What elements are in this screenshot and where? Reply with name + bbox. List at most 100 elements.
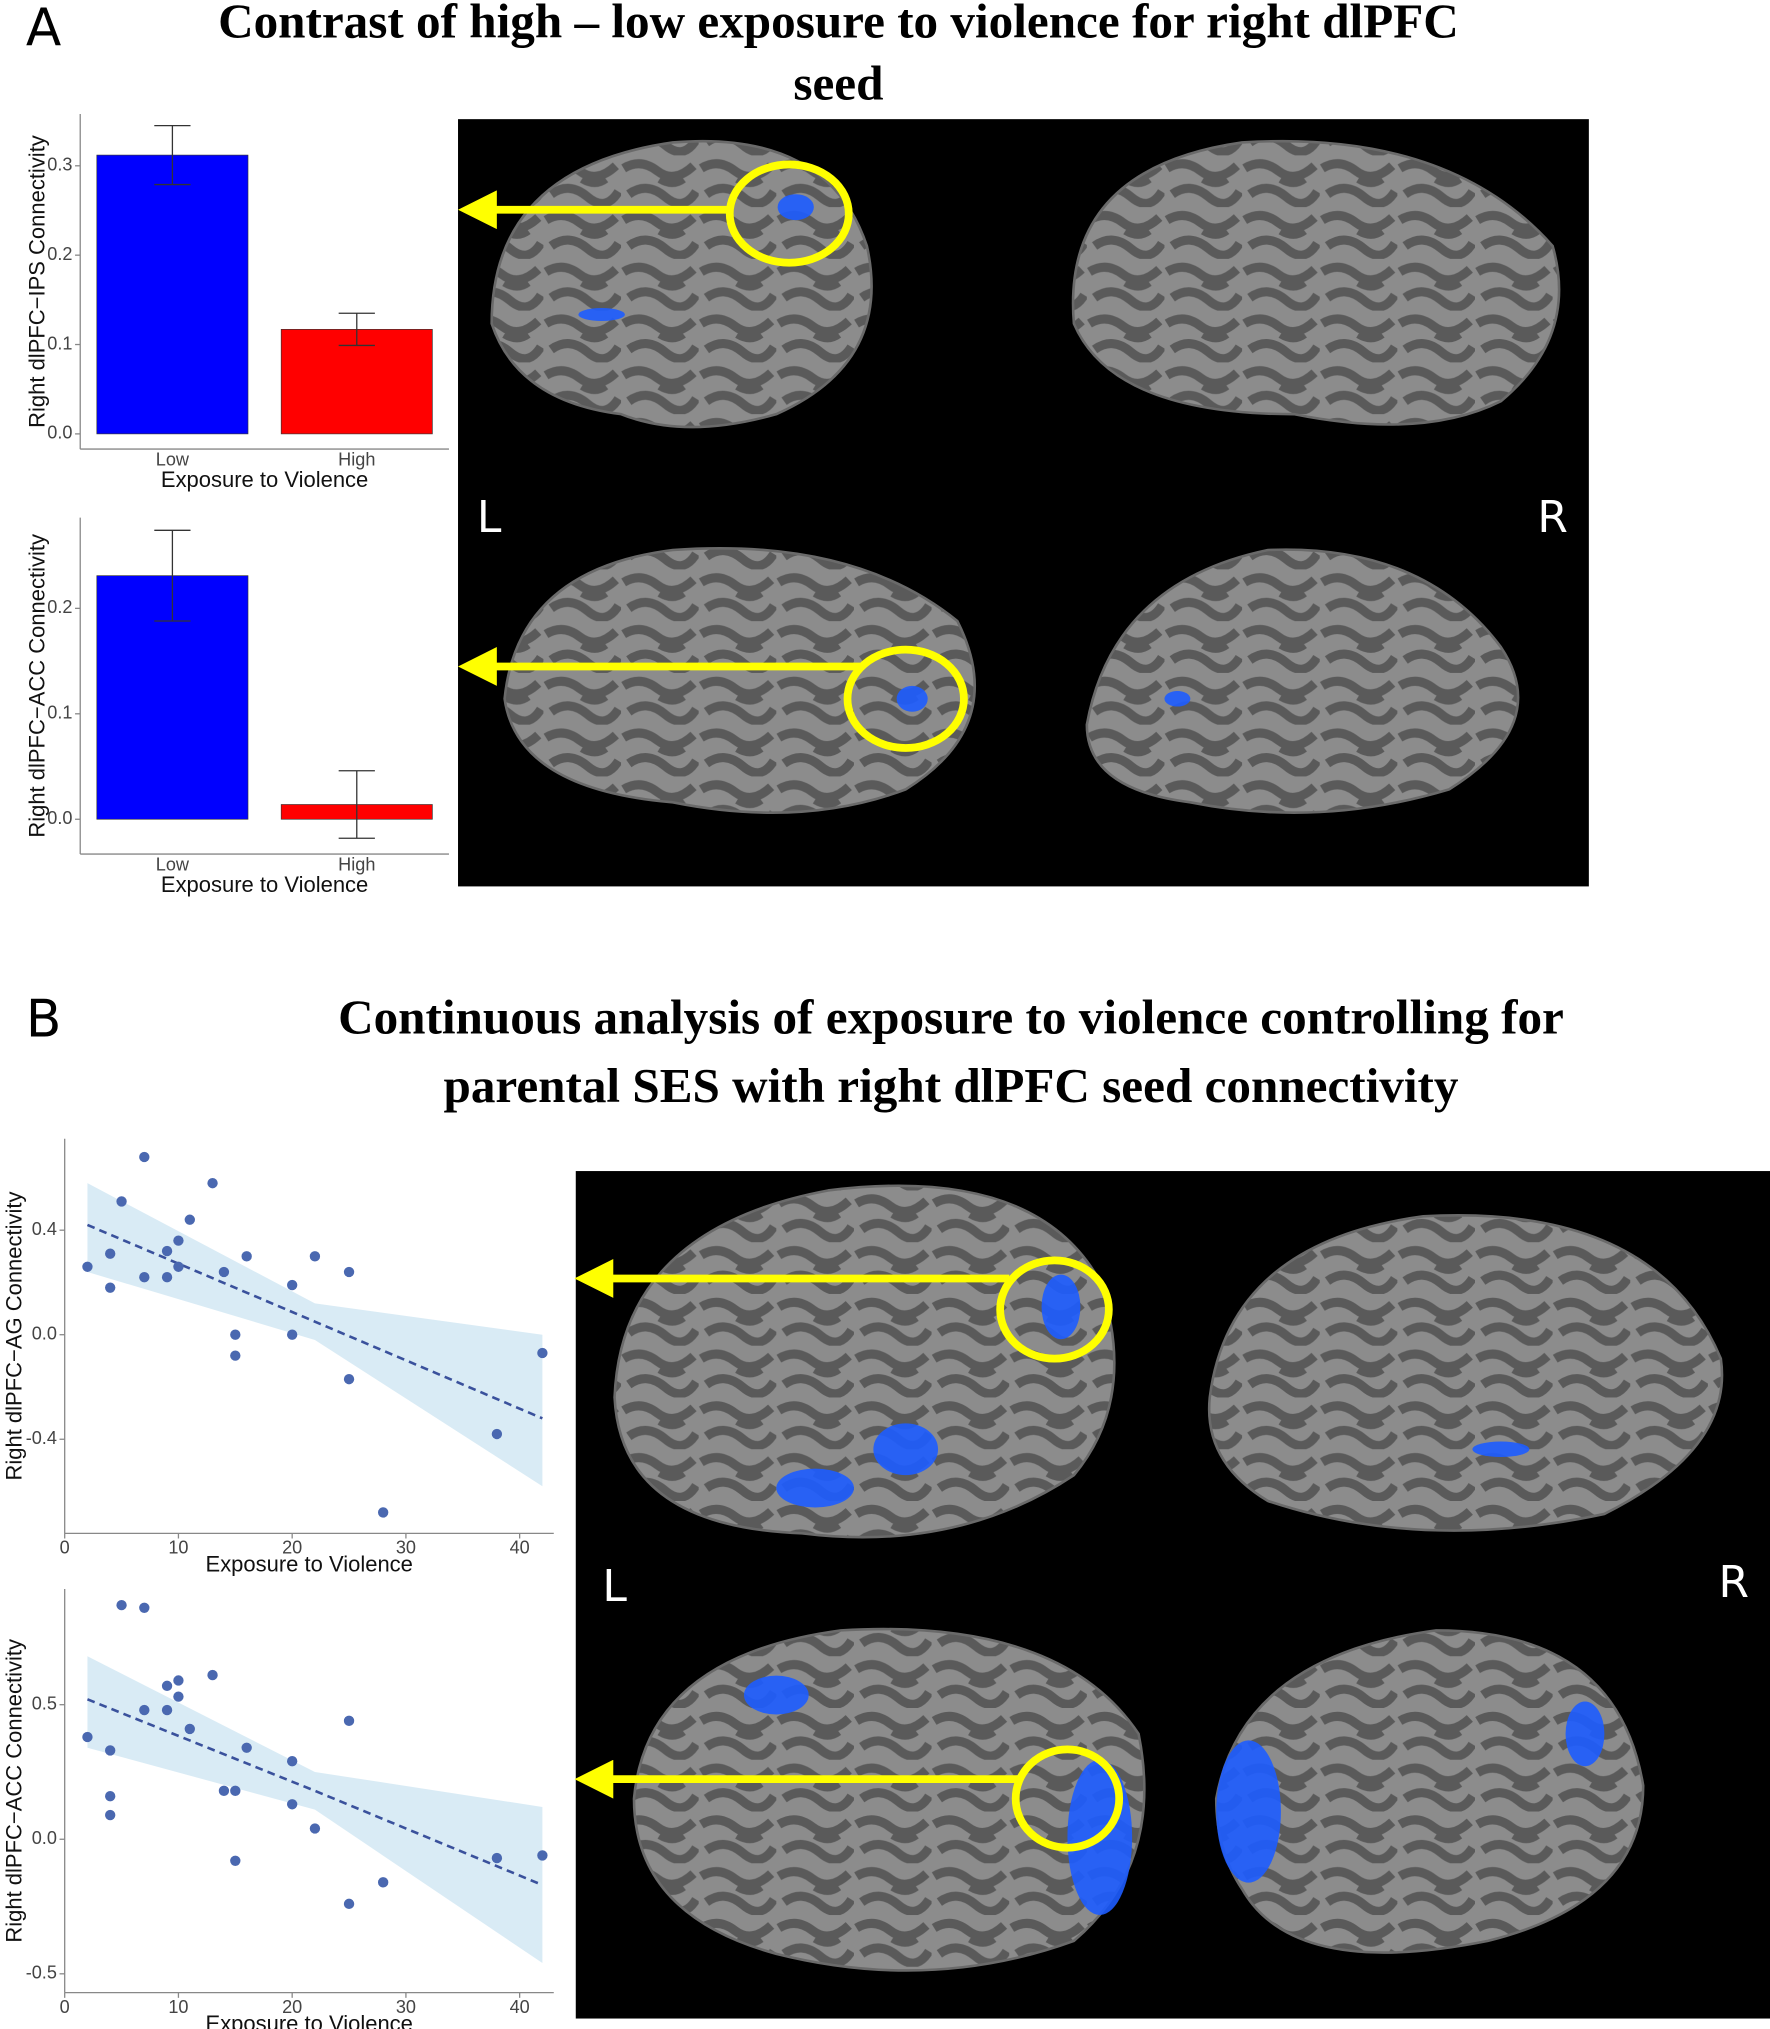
x-tick-label: 20 bbox=[282, 1538, 302, 1558]
panel-title: parental SES with right dlPFC seed conne… bbox=[443, 1058, 1458, 1113]
y-tick-label: 0.0 bbox=[47, 808, 72, 828]
y-axis-label: Right dlPFC−AG Connectivity bbox=[1, 1192, 26, 1481]
point bbox=[139, 1704, 150, 1716]
x-axis-label: Exposure to Violence bbox=[161, 467, 368, 492]
fit-line bbox=[86, 1223, 543, 1420]
y-tick-label: 0.1 bbox=[47, 703, 72, 723]
point bbox=[343, 1266, 355, 1278]
y-axis-label: Right dlPFC−IPS Connectivity bbox=[25, 135, 50, 428]
x-tick-label: High bbox=[338, 450, 375, 470]
x-tick-label: Low bbox=[156, 450, 190, 470]
point bbox=[286, 1799, 298, 1810]
point bbox=[173, 1691, 184, 1702]
hemisphere-label: R bbox=[1537, 492, 1568, 543]
point bbox=[161, 1680, 173, 1692]
panel-label: A bbox=[26, 0, 61, 58]
point bbox=[105, 1282, 116, 1293]
point bbox=[173, 1235, 184, 1246]
confidence-band bbox=[87, 1656, 543, 1964]
y-tick-label: 0.0 bbox=[32, 1323, 57, 1343]
point bbox=[491, 1852, 503, 1864]
point bbox=[343, 1898, 355, 1910]
point bbox=[241, 1742, 252, 1753]
point bbox=[161, 1245, 173, 1257]
y-tick-label: 0.0 bbox=[47, 423, 72, 443]
panel-title: seed bbox=[793, 55, 883, 110]
fit-line bbox=[86, 1698, 543, 1887]
x-tick-label: Low bbox=[156, 854, 190, 874]
point bbox=[230, 1855, 241, 1866]
point bbox=[105, 1248, 116, 1259]
point bbox=[207, 1177, 218, 1189]
point bbox=[105, 1745, 116, 1756]
x-axis-label: Exposure to Violence bbox=[206, 1551, 413, 1576]
point bbox=[377, 1507, 389, 1518]
y-tick-label: 0.2 bbox=[47, 597, 72, 617]
point bbox=[537, 1347, 548, 1359]
x-axis-label: Exposure to Violence bbox=[206, 2011, 413, 2029]
x-tick-label: 20 bbox=[282, 1997, 302, 2017]
point bbox=[161, 1704, 173, 1716]
panel-title: Continuous analysis of exposure to viole… bbox=[338, 990, 1564, 1045]
point bbox=[139, 1151, 150, 1163]
point bbox=[184, 1723, 195, 1735]
point bbox=[218, 1266, 230, 1278]
y-tick-label: 0.0 bbox=[32, 1828, 57, 1848]
x-tick-label: 0 bbox=[60, 1538, 70, 1558]
point bbox=[537, 1850, 548, 1861]
point bbox=[105, 1809, 116, 1821]
point bbox=[116, 1196, 127, 1207]
point bbox=[173, 1261, 184, 1272]
point bbox=[184, 1214, 195, 1225]
x-axis-label: Exposure to Violence bbox=[161, 872, 368, 897]
point bbox=[218, 1785, 230, 1796]
point bbox=[343, 1715, 355, 1727]
point bbox=[343, 1373, 355, 1385]
brain-panel bbox=[458, 119, 1770, 2019]
point bbox=[377, 1877, 389, 1888]
confidence-band bbox=[87, 1183, 543, 1487]
hemisphere-label: R bbox=[1718, 1557, 1749, 1608]
point bbox=[139, 1602, 150, 1613]
y-tick-label: 0.1 bbox=[47, 333, 72, 353]
y-tick-label: 0.2 bbox=[47, 244, 72, 264]
y-tick-label: -0.4 bbox=[26, 1428, 57, 1448]
y-tick-label: 0.5 bbox=[32, 1693, 57, 1713]
y-tick-label: -0.5 bbox=[26, 1963, 57, 1983]
y-tick-label: 0.4 bbox=[32, 1219, 57, 1239]
bar bbox=[96, 154, 249, 435]
point bbox=[309, 1251, 321, 1262]
x-tick-label: 30 bbox=[396, 1997, 416, 2017]
point bbox=[309, 1823, 321, 1834]
hemisphere-label: L bbox=[477, 492, 502, 543]
hemisphere-label: L bbox=[602, 1561, 627, 1612]
y-axis-label: Right dlPFC−ACC Connectivity bbox=[1, 1639, 26, 1943]
x-tick-label: 10 bbox=[168, 1538, 188, 1558]
point bbox=[82, 1731, 93, 1743]
point bbox=[173, 1675, 184, 1686]
y-tick-label: 0.3 bbox=[47, 155, 72, 175]
point bbox=[286, 1329, 298, 1340]
x-tick-label: 0 bbox=[60, 1997, 70, 2017]
panel-label: B bbox=[26, 989, 62, 1049]
point bbox=[241, 1251, 252, 1262]
x-tick-label: High bbox=[338, 854, 375, 874]
point bbox=[491, 1428, 503, 1440]
point bbox=[286, 1756, 298, 1767]
bar bbox=[280, 329, 433, 435]
point bbox=[230, 1329, 241, 1340]
point bbox=[161, 1272, 173, 1283]
panel-title: Contrast of high – low exposure to viole… bbox=[218, 0, 1459, 48]
x-tick-label: 40 bbox=[510, 1997, 530, 2017]
x-tick-label: 30 bbox=[396, 1538, 416, 1558]
point bbox=[230, 1785, 241, 1796]
point bbox=[230, 1350, 241, 1361]
point bbox=[207, 1669, 218, 1681]
point bbox=[139, 1272, 150, 1283]
point bbox=[105, 1791, 116, 1802]
x-tick-label: 10 bbox=[168, 1997, 188, 2017]
point bbox=[82, 1261, 93, 1272]
point bbox=[116, 1599, 127, 1611]
x-tick-label: 40 bbox=[510, 1538, 530, 1558]
